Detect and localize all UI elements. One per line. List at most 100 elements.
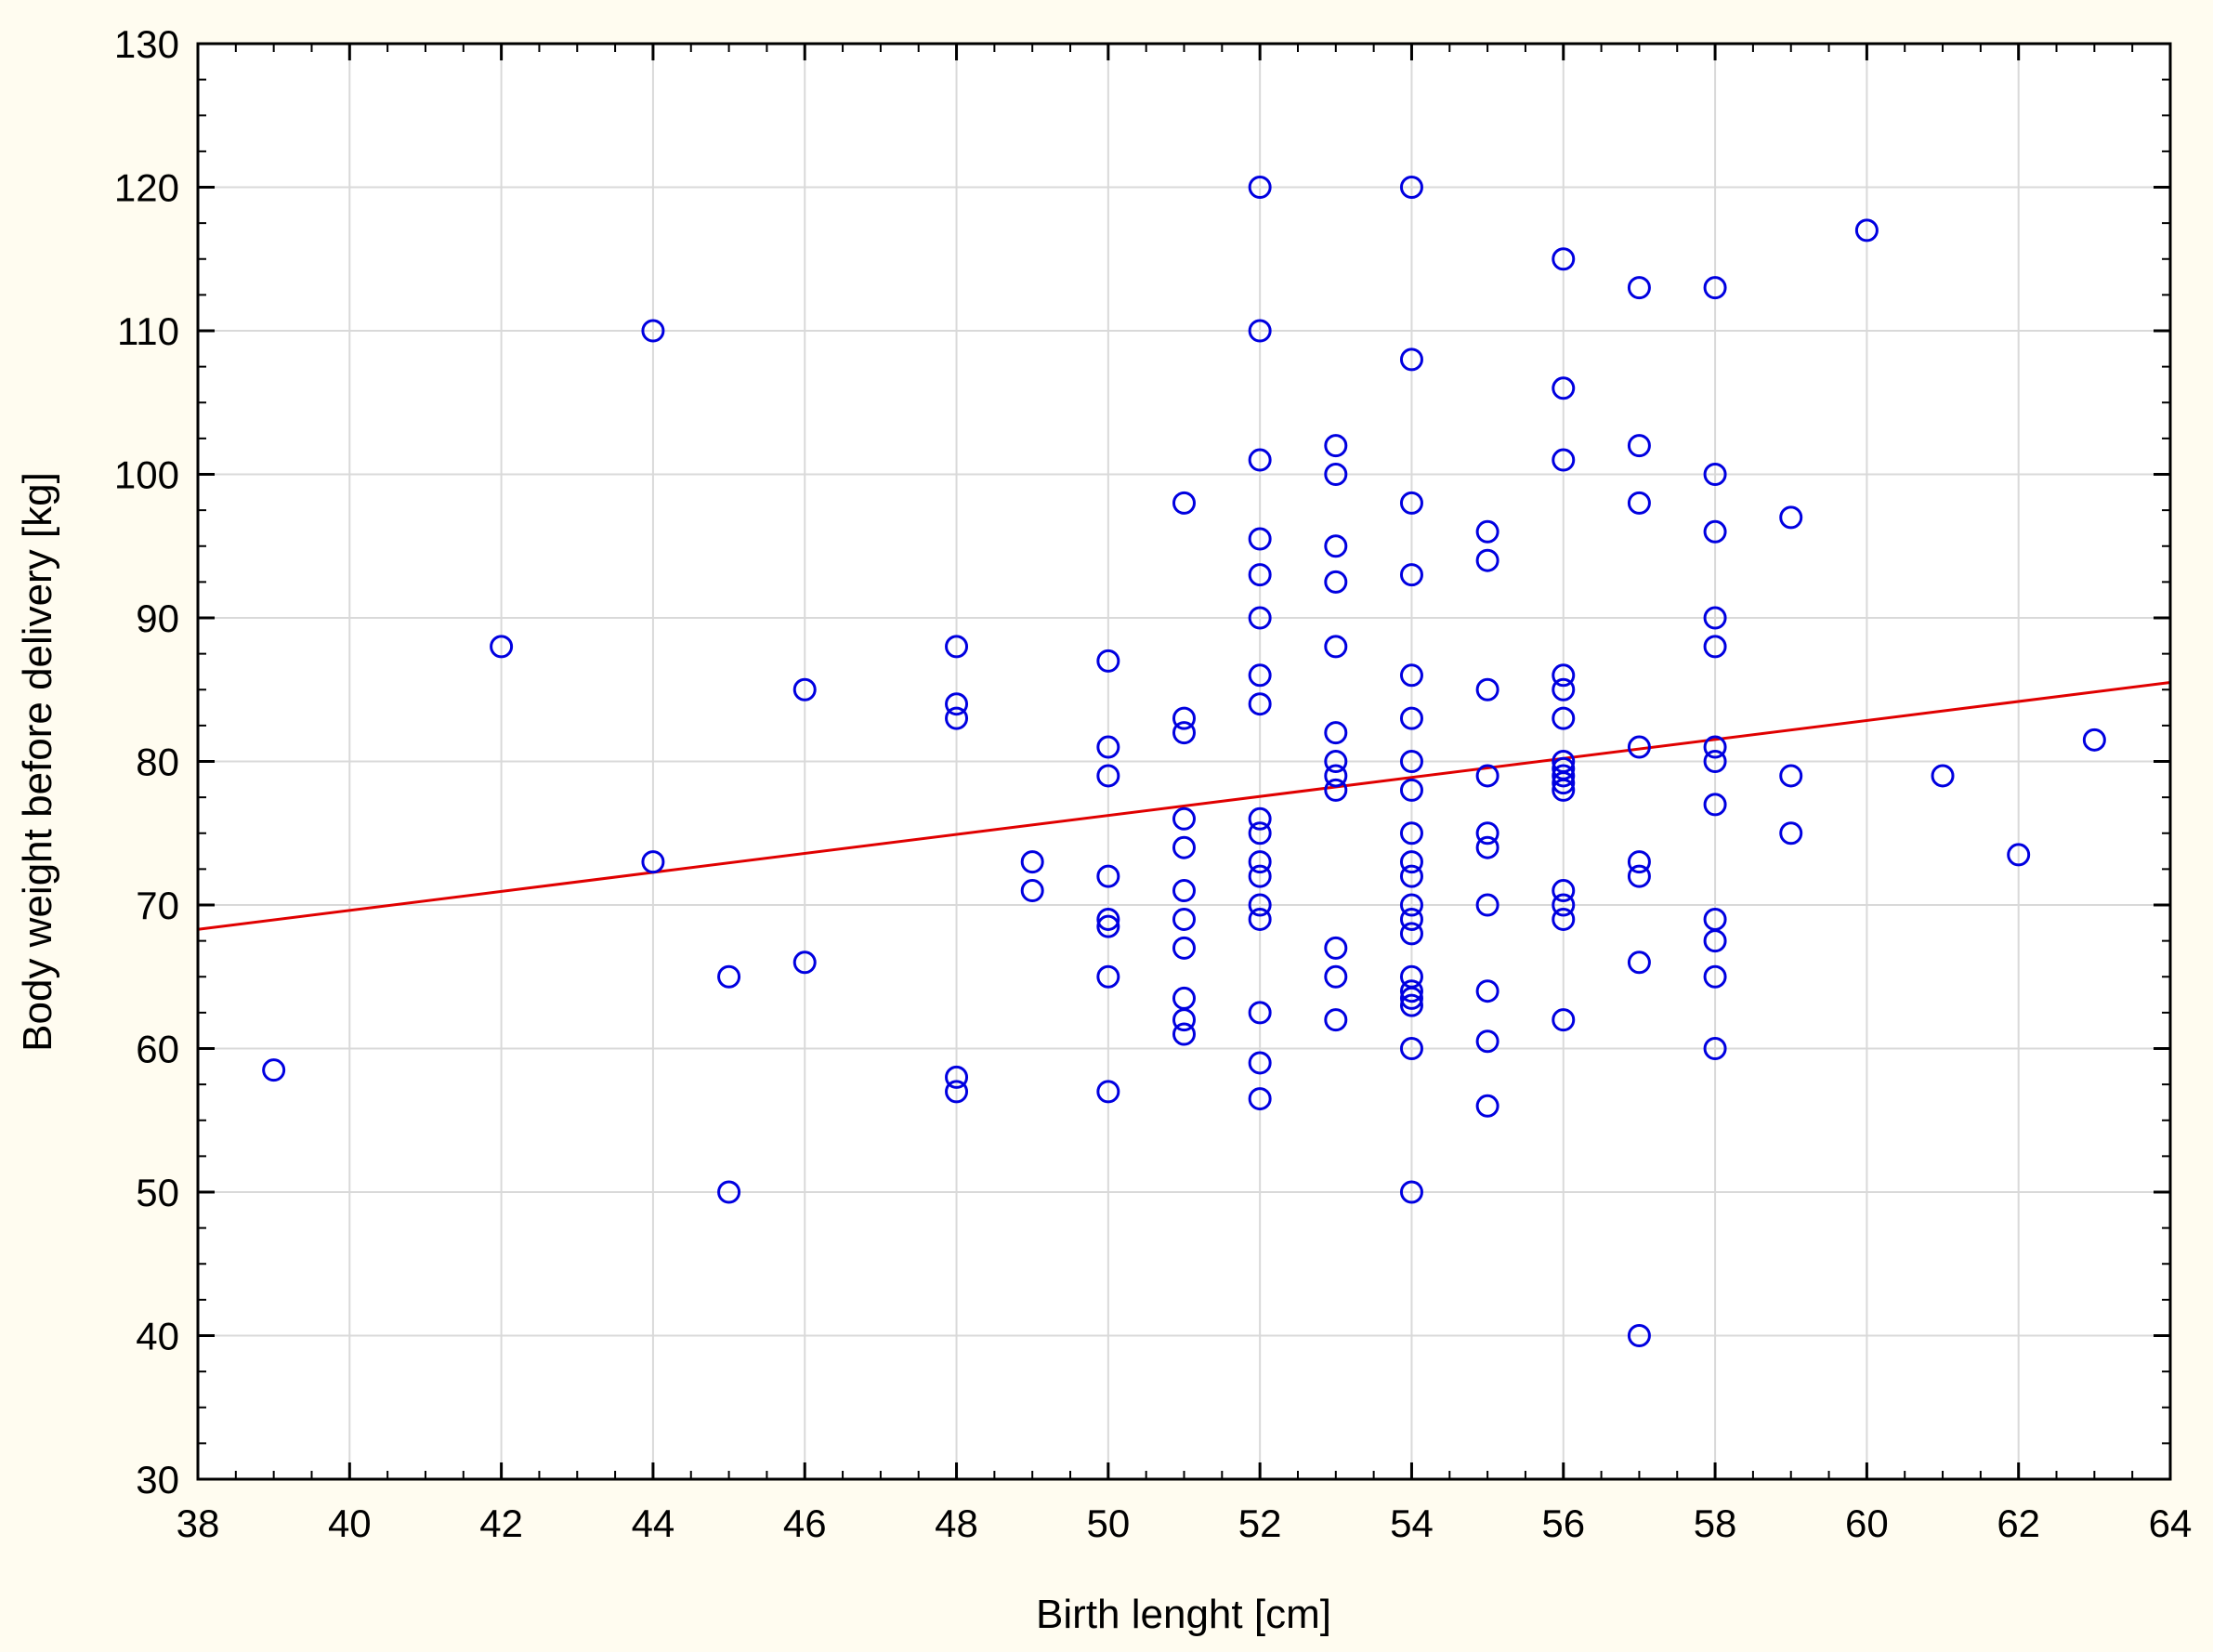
data-point [641,319,665,343]
y-tick-label: 110 [117,309,179,353]
data-point [1552,1008,1576,1032]
data-point [1096,914,1120,938]
data-point [792,677,817,701]
fit-line-group [197,681,2171,931]
data-point [1399,907,1423,931]
data-point [1324,1008,1348,1032]
data-point [2082,728,2106,752]
x-tick-label: 38 [177,1501,220,1545]
data-point [1399,993,1423,1017]
data-point [1172,706,1196,730]
y-tick-label: 100 [114,453,179,497]
y-tick-label: 90 [136,597,179,640]
data-point [1399,922,1423,946]
x-tick-labels: 38 40 42 44 46 48 50 52 54 56 58 60 62 64 [177,1501,2193,1545]
data-point [1703,463,1727,486]
data-point [1552,663,1576,688]
data-point [717,1180,741,1204]
data-point [1324,721,1348,745]
data-point [1703,635,1727,659]
data-point [1627,276,1651,300]
data-point [1324,434,1348,458]
data-point [1324,936,1348,960]
x-axis-label: Birth lenght [cm] [1036,1592,1331,1637]
data-point [1248,319,1272,343]
data-point [1172,721,1196,745]
data-point [1552,706,1576,730]
data-point [1552,247,1576,271]
data-point [1552,771,1576,795]
data-point [1399,864,1423,888]
data-point [1324,635,1348,659]
data-point [1475,893,1499,917]
data-point [1552,448,1576,472]
y-tick-label: 130 [114,22,179,66]
x-tick-label: 62 [1997,1501,2040,1545]
data-point [1627,951,1651,975]
data-point [1248,527,1272,551]
data-point [641,850,665,874]
data-point [1172,879,1196,903]
data-point [1324,534,1348,558]
data-point [1627,735,1651,759]
data-point [1324,778,1348,802]
data-point [1399,778,1423,802]
data-point [1248,1001,1272,1025]
y-tick-label: 60 [136,1028,179,1071]
data-point [1627,864,1651,888]
data-point [1627,850,1651,874]
data-point [1096,649,1120,673]
data-point [1324,570,1348,594]
data-point [1703,929,1727,953]
x-tick-label: 46 [783,1501,827,1545]
data-point [1248,893,1272,917]
data-point [1399,979,1423,1003]
y-tick-label: 80 [136,741,179,784]
data-point [1399,750,1423,773]
data-point [1248,907,1272,931]
data-point [945,1080,969,1104]
data-point [1399,986,1423,1010]
data-point [1703,519,1727,544]
data-point [1399,176,1423,199]
data-point [1703,750,1727,773]
x-tick-label: 48 [935,1501,978,1545]
data-point [1248,806,1272,831]
data-point [1096,735,1120,759]
data-point [1096,864,1120,888]
data-point [1552,376,1576,400]
data-point [1779,764,1803,788]
data-point [1552,893,1576,917]
data-point [1779,821,1803,846]
axis-ticks [196,42,2172,1481]
data-point [1475,821,1499,846]
data-point [1475,677,1499,701]
x-tick-label: 52 [1238,1501,1282,1545]
data-point [1096,1080,1120,1104]
data-point [1324,764,1348,788]
x-tick-label: 40 [328,1501,372,1545]
data-point [1248,606,1272,630]
data-point [1096,964,1120,989]
data-point [945,706,969,730]
data-point [1854,218,1879,243]
data-point [1248,663,1272,688]
y-tick-labels: 30 40 50 60 70 80 90 100 110 120 130 [114,22,179,1501]
data-point [1703,964,1727,989]
y-tick-label: 30 [136,1458,179,1501]
data-point [1248,821,1272,846]
data-points [262,176,2106,1347]
x-tick-label: 54 [1390,1501,1434,1545]
data-point [1475,764,1499,788]
x-tick-label: 44 [632,1501,675,1545]
y-tick-label: 70 [136,884,179,927]
data-point [490,635,514,659]
data-point [1172,1022,1196,1046]
data-point [1172,1008,1196,1032]
data-point [945,635,969,659]
y-axis-label: Body weight before delivery [kg] [15,472,60,1052]
data-point [1172,491,1196,515]
data-point [1703,606,1727,630]
data-point [1096,907,1120,931]
